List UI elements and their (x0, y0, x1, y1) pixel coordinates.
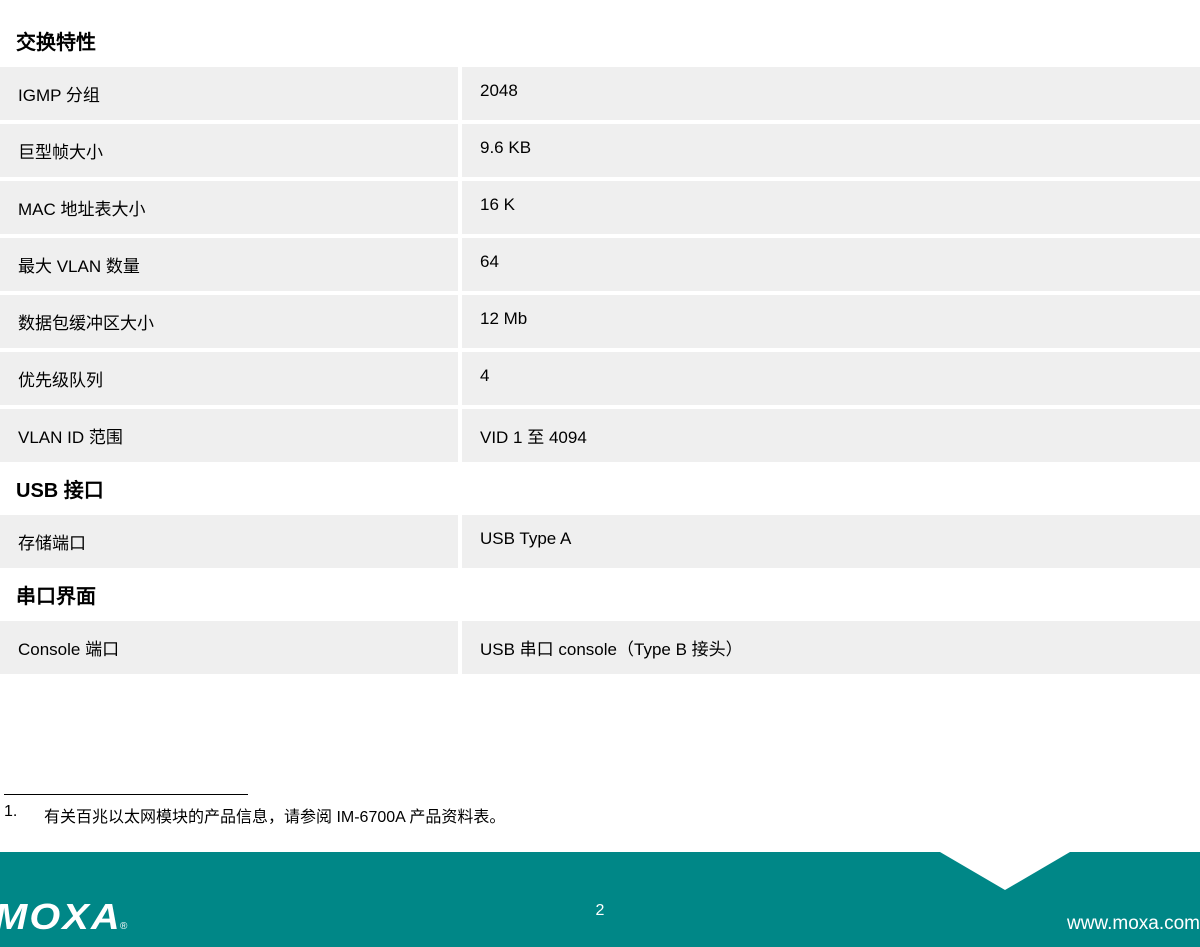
footnote-row: 1. 有关百兆以太网模块的产品信息，请参阅 IM-6700A 产品资料表。 (4, 803, 505, 827)
page-footer: MOXA ® 2 www.moxa.com (0, 852, 1200, 947)
logo-text: MOXA (0, 896, 122, 938)
section-header: 交换特性 (0, 18, 1200, 67)
spec-value: 16 K (462, 181, 1200, 234)
spec-value: 4 (462, 352, 1200, 405)
section-header: USB 接口 (0, 466, 1200, 515)
footnote-number: 1. (4, 803, 44, 827)
footer-content: MOXA ® 2 www.moxa.com (0, 852, 1200, 947)
spec-label: VLAN ID 范围 (0, 409, 458, 462)
spec-row: MAC 地址表大小 16 K (0, 181, 1200, 234)
spec-value: USB Type A (462, 515, 1200, 568)
footnote-section: 1. 有关百兆以太网模块的产品信息，请参阅 IM-6700A 产品资料表。 (0, 794, 509, 827)
moxa-logo: MOXA ® (0, 861, 127, 938)
section-header: 串口界面 (0, 572, 1200, 621)
spec-row: 优先级队列 4 (0, 352, 1200, 405)
spec-row: Console 端口 USB 串口 console（Type B 接头） (0, 621, 1200, 674)
section-usb: USB 接口 存储端口 USB Type A (0, 466, 1200, 568)
spec-label: 优先级队列 (0, 352, 458, 405)
page-number: 2 (596, 902, 605, 920)
spec-value: 2048 (462, 67, 1200, 120)
spec-value: 9.6 KB (462, 124, 1200, 177)
spec-label: 巨型帧大小 (0, 124, 458, 177)
spec-row: 巨型帧大小 9.6 KB (0, 124, 1200, 177)
spec-content: 交换特性 IGMP 分组 2048 巨型帧大小 9.6 KB MAC 地址表大小… (0, 0, 1200, 674)
spec-row: VLAN ID 范围 VID 1 至 4094 (0, 409, 1200, 462)
spec-label: 最大 VLAN 数量 (0, 238, 458, 291)
spec-label: IGMP 分组 (0, 67, 458, 120)
spec-value: 12 Mb (462, 295, 1200, 348)
spec-label: MAC 地址表大小 (0, 181, 458, 234)
spec-label: 数据包缓冲区大小 (0, 295, 458, 348)
section-switching: 交换特性 IGMP 分组 2048 巨型帧大小 9.6 KB MAC 地址表大小… (0, 18, 1200, 462)
spec-label: Console 端口 (0, 621, 458, 674)
spec-row: 存储端口 USB Type A (0, 515, 1200, 568)
section-serial: 串口界面 Console 端口 USB 串口 console（Type B 接头… (0, 572, 1200, 674)
footnote-text: 有关百兆以太网模块的产品信息，请参阅 IM-6700A 产品资料表。 (44, 803, 505, 827)
footer-url: www.moxa.com (1067, 865, 1200, 935)
spec-label: 存储端口 (0, 515, 458, 568)
spec-row: IGMP 分组 2048 (0, 67, 1200, 120)
spec-value: USB 串口 console（Type B 接头） (462, 621, 1200, 674)
spec-value: 64 (462, 238, 1200, 291)
spec-row: 最大 VLAN 数量 64 (0, 238, 1200, 291)
spec-value: VID 1 至 4094 (462, 409, 1200, 462)
footnote-divider (4, 794, 248, 795)
spec-row: 数据包缓冲区大小 12 Mb (0, 295, 1200, 348)
